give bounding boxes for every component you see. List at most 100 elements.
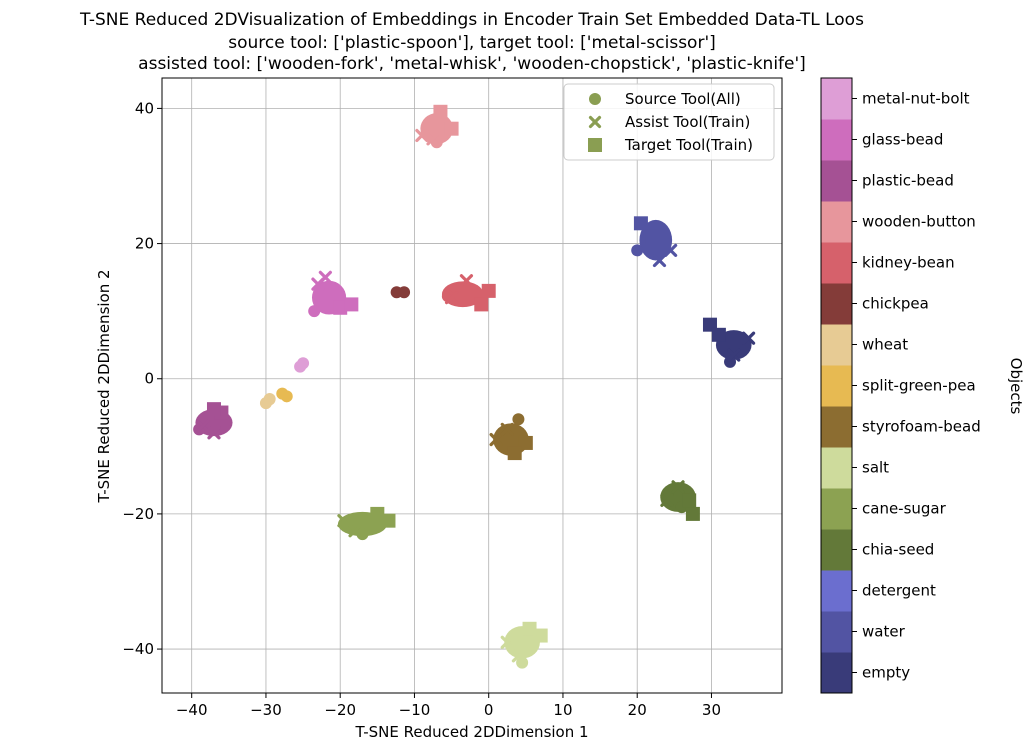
y-tick-label: 20 <box>135 235 154 253</box>
assist-point <box>500 422 514 437</box>
assist-point <box>444 291 459 305</box>
x-tick-label: −40 <box>176 701 208 719</box>
plot-background <box>162 78 782 693</box>
cluster-metal-nut-bolt <box>294 357 310 373</box>
cluster-glass-bead <box>308 270 359 318</box>
cluster-kidney-bean <box>441 274 496 312</box>
legend-label: Source Tool(All) <box>625 90 741 108</box>
cluster-styrofoam-bead <box>489 413 533 461</box>
colorbar-tick-label: styrofoam-bead <box>862 418 981 436</box>
legend-entry: Assist Tool(Train) <box>588 113 750 131</box>
colorbar-tick-label: glass-bead <box>862 131 943 149</box>
colorbar-swatch <box>821 201 852 243</box>
assist-point <box>664 243 678 257</box>
square-marker-icon <box>588 138 602 152</box>
assist-point <box>671 480 685 494</box>
colorbar-swatch <box>821 570 852 612</box>
colorbar-swatch <box>821 529 852 571</box>
assist-point <box>741 331 756 345</box>
colorbar-swatch <box>821 242 852 284</box>
colorbar-swatch <box>821 283 852 325</box>
colorbar-swatch <box>821 406 852 448</box>
x-tick-label: −30 <box>250 701 282 719</box>
colorbar-tick-label: detergent <box>862 582 936 600</box>
legend-label: Assist Tool(Train) <box>625 113 750 131</box>
target-point <box>522 621 537 636</box>
assist-point <box>207 426 221 440</box>
legend-box <box>563 83 775 161</box>
colorbar-swatch <box>821 324 852 366</box>
colorbar-swatch <box>821 447 852 489</box>
legend: Source Tool(All) Assist Tool(Train) Target… <box>563 83 775 161</box>
target-point <box>533 628 548 643</box>
colorbar-tick-label: plastic-bead <box>862 172 954 190</box>
assist-point <box>348 524 362 538</box>
assist-point <box>337 514 351 528</box>
colorbar-labels: empty water detergent chia-seed cane-sugar sa… <box>852 90 981 682</box>
x-axis-label: T-SNE Reduced 2DDimension 1 <box>354 723 588 741</box>
target-point <box>381 513 396 528</box>
assist-point <box>652 253 667 268</box>
source-point <box>631 244 644 257</box>
target-point <box>682 493 697 508</box>
y-tick-label: −40 <box>122 640 154 658</box>
source-point <box>308 305 321 318</box>
source-point <box>297 357 310 370</box>
colorbar-tick-label: salt <box>862 459 889 477</box>
title-line-3: assisted tool: ['wooden-fork', 'metal-wh… <box>138 54 806 74</box>
y-axis-label: T-SNE Reduced 2DDimension 2 <box>95 269 113 503</box>
colorbar-swatch <box>821 652 852 694</box>
y-tick-label: −20 <box>122 505 154 523</box>
x-tick-label: 10 <box>553 701 572 719</box>
plot-frame <box>161 77 783 694</box>
x-tick-label: −10 <box>399 701 431 719</box>
target-point <box>370 506 385 521</box>
cluster-chia-seed <box>660 480 700 521</box>
assist-point <box>459 274 474 288</box>
colorbar-tick-label: water <box>862 623 906 641</box>
colorbar-tick-label: wheat <box>862 336 908 354</box>
colorbar-tick-label: cane-sugar <box>862 500 947 518</box>
assist-point <box>660 493 674 507</box>
colorbar-swatch <box>821 78 852 120</box>
target-point <box>344 297 359 312</box>
chart-title: T-SNE Reduced 2DVisualization of Embeddi… <box>79 10 864 74</box>
source-point <box>259 397 272 410</box>
legend-entry: Source Tool(All) <box>589 90 741 108</box>
source-point <box>724 355 737 368</box>
colorbar-tick-label: split-green-pea <box>862 377 976 395</box>
assist-point <box>489 432 503 447</box>
target-point <box>433 104 448 119</box>
target-point <box>474 297 489 312</box>
assist-point <box>196 419 210 433</box>
colorbar-swatch <box>821 611 852 653</box>
cluster-plastic-bead <box>193 402 233 440</box>
colorbar-tick-label: empty <box>862 664 910 682</box>
x-tick-label: −20 <box>324 701 356 719</box>
x-tick-label: 0 <box>484 701 494 719</box>
data-clusters <box>193 104 756 669</box>
cluster-wooden-button <box>415 104 459 149</box>
cluster-split-green-pea <box>276 387 293 403</box>
colorbar-tick-label: chia-seed <box>862 541 934 559</box>
axis-ticks: −40 −30 −20 −10 0 10 20 30 −40 −20 0 20 40 <box>122 99 721 719</box>
colorbar-swatch <box>821 365 852 407</box>
cross-marker-icon <box>588 115 602 129</box>
cluster-salt <box>500 621 548 669</box>
source-point <box>280 390 293 403</box>
target-point <box>711 327 726 342</box>
title-line-1: T-SNE Reduced 2DVisualization of Embeddi… <box>79 10 864 30</box>
cluster-wheat <box>259 393 276 410</box>
source-point <box>398 286 411 299</box>
assist-point <box>415 128 429 143</box>
target-point <box>333 300 348 315</box>
cluster-water <box>631 216 678 268</box>
target-point <box>633 216 648 231</box>
colorbar-tick-label: chickpea <box>862 295 929 313</box>
assist-point <box>318 270 332 284</box>
target-point <box>507 446 522 461</box>
colorbar-tick-label: kidney-bean <box>862 254 955 272</box>
colorbar-swatch <box>821 119 852 161</box>
assist-point <box>727 348 741 362</box>
